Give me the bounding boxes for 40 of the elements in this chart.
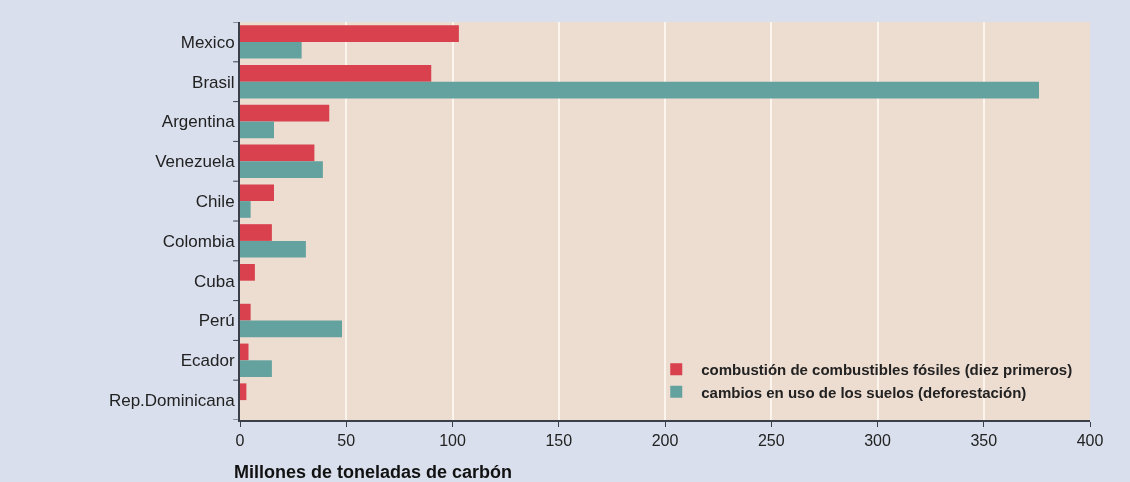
y-tick-label: Chile [195,192,235,212]
y-tick-label: Rep.Dominicana [108,391,236,411]
y-tick-label: Colombia [162,231,236,251]
bar [240,224,272,241]
bar [240,41,302,59]
x-tick-label: 50 [337,432,356,450]
x-tick-label: 150 [545,432,573,450]
y-tick-label: Cuba [193,271,236,291]
bar [240,184,274,202]
bar [240,144,315,162]
x-tick-label: 250 [757,432,785,450]
bar [240,360,272,378]
bar [240,121,274,139]
bar [240,201,251,218]
y-tick-label: Argentina [161,112,236,132]
x-tick-label: 0 [235,432,245,450]
legend-label: cambios en uso de los suelos (deforestación) [701,383,1027,401]
y-tick-label: Mexico [180,32,235,52]
y-tick-label: Venezuela [155,152,236,172]
x-tick-label: 300 [864,432,891,450]
bar [240,303,251,321]
x-axis-title: Millones de toneladas de carbón [234,462,513,482]
x-tick-label: 100 [439,432,466,450]
y-tick-label: Perú [198,311,235,331]
bar [240,240,306,258]
legend-label: combustión de combustibles fósiles (diez primeros) [701,361,1073,379]
bar [240,263,255,281]
bar [240,320,342,338]
bar [240,161,323,179]
bar [240,343,249,361]
x-tick-label: 400 [1076,432,1104,450]
bar [240,383,247,401]
y-tick-label: Ecador [180,351,235,371]
bar [240,64,432,82]
bar [240,25,459,42]
bar [240,104,330,122]
x-tick-label: 200 [651,432,679,450]
bar [240,81,1039,99]
x-tick-label: 350 [970,432,998,450]
y-tick-label: Brasil [192,72,235,92]
